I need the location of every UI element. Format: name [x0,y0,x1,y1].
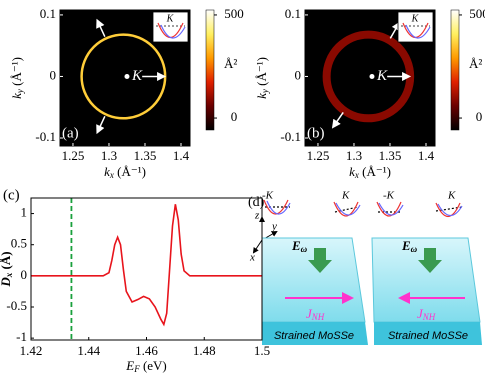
slab-front [374,322,482,345]
panel-label: (c) [3,187,20,203]
current-label: JNH [417,306,436,322]
arrow [96,18,106,37]
k-point-label: K [131,68,143,84]
inset-label: K [341,190,350,202]
band-insets [263,199,463,218]
colorbar-tick-label: 0 [231,109,238,124]
colorbar-tick-label: 500 [224,6,244,21]
colorbar-label: Å² [469,56,482,71]
k-point [369,73,375,79]
colorbar-tick-label: 500 [469,6,485,21]
current-label: JNH [306,306,325,322]
y-tick-label: 0 [50,67,57,82]
axis-label: Dx (Å) [0,251,14,287]
field-arrow [308,248,332,273]
x-tick-label: 1.4 [418,148,435,163]
panel-label: (a) [62,125,79,141]
y-tick-label: 0.1 [285,6,301,21]
slab-label: Strained MoSSe [274,330,354,342]
inset-label: K [447,190,456,202]
axis-label: x [249,252,255,264]
x-tick-label: 1.46 [135,343,158,358]
y-tick-label: 0.5 [11,236,27,251]
colorbar [450,9,460,131]
panel-label: (d) [248,195,265,210]
axis-label: ky (Å⁻¹) [254,57,270,99]
y-tick-label: 0 [21,267,28,282]
diagram: (d) -K K -K K z y x E [248,190,482,345]
slab-top [261,237,366,323]
axis-label: EF (eV) [125,358,167,374]
y-tick-label: -0.1 [280,129,301,144]
inset-label: K [411,13,420,24]
y-tick-label: 1 [21,205,28,220]
x-tick-label: 1.3 [101,148,117,163]
arrow [389,21,401,39]
field-arrow [418,248,442,273]
field-label: Eω [401,238,418,254]
slab-front [262,322,368,345]
x-tick-label: 1.35 [134,148,157,163]
data-line [31,204,262,327]
axis-label: z [254,210,260,222]
colorbar [205,9,215,131]
x-tick-label: 1.3 [346,148,362,163]
k-point-label: K [376,68,388,84]
axis-label: kx (Å⁻¹) [104,164,146,180]
inset-band [160,24,186,39]
field-label: Eω [291,238,308,254]
x-tick-label: 1.44 [77,343,100,358]
plot-frame [304,9,436,147]
plot-frame [30,197,263,341]
colorbar-tick-label: 0 [476,109,483,124]
slab-label: Strained MoSSe [388,330,468,342]
axis-label: y [271,221,277,233]
k-point [124,73,130,79]
panel-label: (b) [307,125,325,141]
plot-frame [59,9,191,147]
y-tick-label: -0.1 [35,129,56,144]
inset-label: K [166,13,175,24]
inset-label: -K [383,190,395,202]
x-tick-label: 1.5 [254,343,270,358]
y-tick-label: 0 [295,67,302,82]
x-tick-label: 1.35 [379,148,402,163]
y-tick-label: -1 [16,329,27,344]
arrow [331,112,344,129]
colorbar-label: Å² [224,56,237,71]
arrow [96,115,106,135]
y-tick-label: -0.5 [6,298,27,313]
x-tick-label: 1.4 [173,148,190,163]
x-tick-label: 1.25 [62,148,85,163]
axis-label: ky (Å⁻¹) [9,57,25,99]
x-tick-label: 1.48 [193,343,216,358]
inset-label: -K [262,190,274,202]
x-tick-label: 1.25 [307,148,330,163]
axis-label: kx (Å⁻¹) [349,164,391,180]
x-tick-label: 1.42 [20,343,43,358]
inset-band [405,24,431,39]
y-tick-label: 0.1 [40,6,56,21]
